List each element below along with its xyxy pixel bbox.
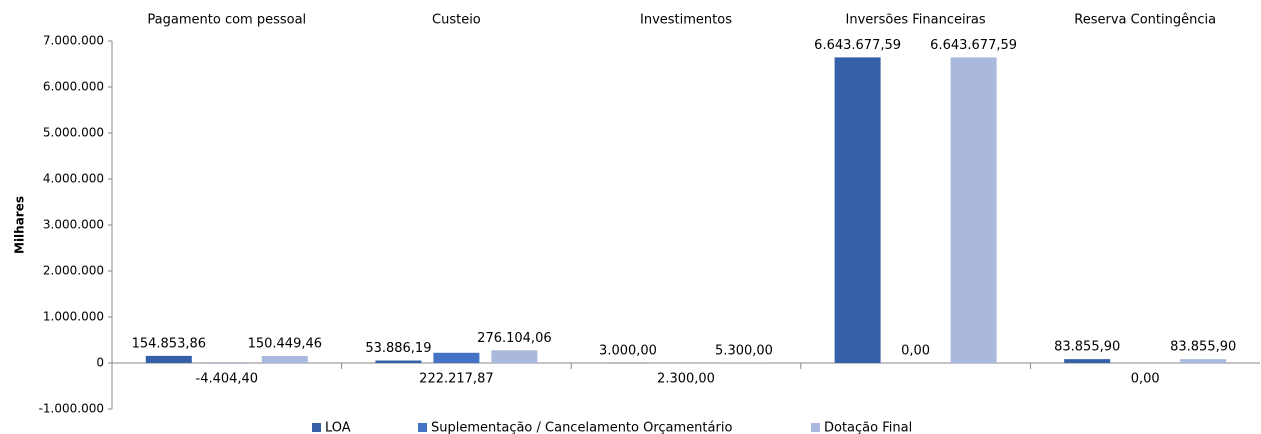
data-label: 222.217,87: [419, 372, 493, 387]
category-label: Investimentos: [640, 13, 732, 28]
legend-label: LOA: [325, 421, 351, 434]
bar: [145, 355, 192, 363]
data-label: 83.855,90: [1054, 340, 1120, 355]
legend-swatch: [811, 423, 820, 432]
bar: [491, 350, 538, 363]
data-label: 0,00: [1131, 372, 1160, 387]
data-label: 276.104,06: [477, 331, 551, 346]
bar: [1064, 359, 1111, 363]
bar: [834, 57, 881, 363]
data-label: 6.643.677,59: [814, 38, 901, 53]
bar: [950, 57, 997, 363]
data-label: 3.000,00: [599, 343, 657, 358]
y-tick-label: 1.000.000: [43, 310, 104, 324]
y-tick-label: 0: [96, 356, 104, 370]
data-label: 0,00: [901, 344, 930, 359]
data-label: 2.300,00: [657, 372, 715, 387]
category-label: Reserva Contingência: [1074, 13, 1216, 28]
data-label: 53.886,19: [365, 341, 431, 356]
y-axis-label: Milhares: [13, 196, 27, 254]
data-label: 6.643.677,59: [930, 38, 1017, 53]
category-label: Pagamento com pessoal: [147, 13, 306, 28]
legend-swatch: [312, 423, 321, 432]
data-label: 5.300,00: [715, 343, 773, 358]
bar: [1180, 359, 1227, 363]
legend-swatch: [418, 423, 427, 432]
category-label: Inversões Financeiras: [846, 13, 986, 28]
y-tick-label: 3.000.000: [43, 218, 104, 232]
bar: [261, 356, 308, 363]
y-tick-label: 6.000.000: [43, 80, 104, 94]
y-tick-label: -1.000.000: [39, 402, 104, 416]
data-label: 154.853,86: [132, 336, 206, 351]
y-tick-label: 2.000.000: [43, 264, 104, 278]
category-label: Custeio: [432, 13, 481, 28]
legend-label: Dotação Final: [824, 421, 912, 434]
data-label: 150.449,46: [248, 337, 322, 352]
bar: [375, 360, 422, 363]
y-tick-label: 7.000.000: [43, 34, 104, 48]
y-tick-label: 5.000.000: [43, 126, 104, 140]
bar: [433, 352, 480, 363]
y-tick-label: 4.000.000: [43, 172, 104, 186]
data-label: -4.404,40: [196, 372, 259, 387]
legend-label: Suplementação / Cancelamento Orçamentári…: [431, 421, 732, 434]
data-label: 83.855,90: [1170, 340, 1236, 355]
